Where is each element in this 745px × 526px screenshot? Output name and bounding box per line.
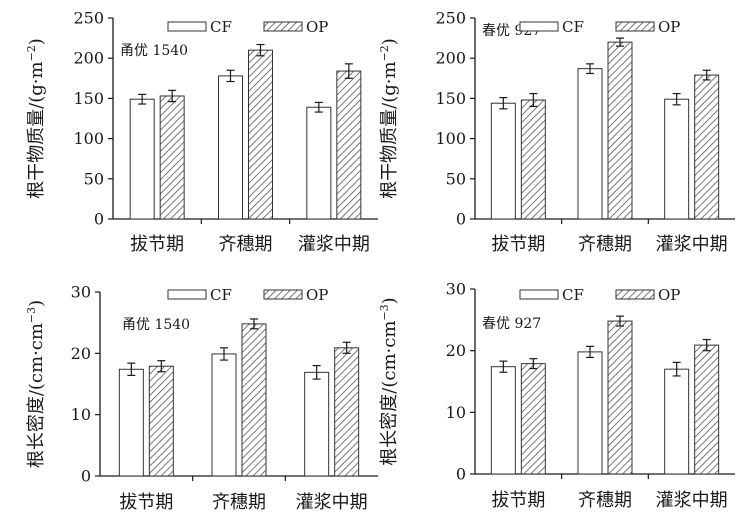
bar-cf [306, 106, 332, 220]
bar-op [148, 365, 174, 477]
x-category-label: 拔节期 [130, 234, 184, 255]
y-tick-label: 200 [435, 49, 466, 68]
legend-label-op: OP [658, 286, 680, 304]
y-tick-label: 250 [73, 9, 104, 28]
legend-label-cf: CF [210, 18, 232, 36]
x-category-label: 灌浆中期 [296, 492, 368, 513]
bar-op [607, 320, 633, 475]
x-category-label: 拔节期 [119, 492, 173, 513]
bar-cf [664, 98, 690, 220]
legend-label-op: OP [658, 18, 680, 36]
legend-swatch-cf [167, 289, 207, 300]
y-tick-label: 0 [456, 465, 466, 484]
x-category-label: 灌浆中期 [656, 490, 728, 511]
y-axis-label: 根干物质量/(g·m−2) [378, 38, 400, 199]
legend-label-cf: CF [210, 286, 232, 304]
y-tick-label: 20 [446, 341, 466, 360]
y-tick-label: 50 [446, 169, 466, 188]
y-tick-label: 0 [456, 210, 466, 229]
legend-label-op: OP [306, 286, 328, 304]
bar-op [520, 363, 546, 475]
x-category-label: 齐穗期 [578, 490, 632, 511]
bar-cf [664, 368, 690, 475]
bar-op [694, 74, 720, 220]
x-category-label: 齐穗期 [578, 234, 632, 255]
y-tick-label: 10 [446, 403, 466, 422]
y-tick-label: 20 [71, 344, 91, 363]
bar-op [248, 49, 273, 220]
bar-cf [118, 368, 144, 477]
bar-cf [490, 366, 516, 475]
bar-op [336, 70, 362, 220]
legend-label-cf: CF [562, 18, 584, 36]
x-category-label: 灌浆中期 [656, 234, 728, 255]
y-tick-label: 100 [73, 129, 104, 148]
legend-swatch-op [615, 289, 655, 300]
legend-swatch-op [263, 289, 303, 300]
legend-swatch-op [615, 21, 655, 32]
cultivar-annotation: 春优 927 [482, 316, 541, 332]
y-tick-label: 100 [435, 129, 466, 148]
y-axis-label: 根长密度/(cm·cm−3) [378, 297, 400, 465]
y-tick-label: 150 [73, 89, 104, 108]
legend-swatch-cf [519, 289, 559, 300]
chart-panel-1: 0 50 100 150 200 250 拔节期 齐穗期 灌浆中期 根干物质量/(g·m−2) 甬优… [25, 9, 378, 255]
legend-swatch-cf [519, 21, 559, 32]
y-tick-label: 0 [81, 467, 91, 486]
y-tick-label: 0 [94, 210, 104, 229]
bar-cf [304, 371, 330, 477]
x-category-label: 拔节期 [491, 234, 545, 255]
y-axis-label: 根干物质量/(g·m−2) [25, 38, 47, 199]
y-tick-label: 30 [71, 283, 91, 302]
y-tick-label: 150 [435, 89, 466, 108]
x-category-label: 齐穗期 [219, 234, 273, 255]
legend-swatch-op [263, 21, 303, 32]
legend-label-op: OP [306, 18, 328, 36]
bar-op [241, 323, 267, 477]
x-category-label: 齐穗期 [212, 492, 266, 513]
chart-panel-3: 0 10 20 30 拔节期 齐穗期 灌浆中期 根长密度/(cm·cm−3) 甬优 1540 CF… [25, 283, 378, 513]
y-tick-label: 50 [84, 169, 104, 188]
x-category-label: 灌浆中期 [298, 234, 370, 255]
legend-swatch-cf [167, 21, 207, 32]
bar-cf [577, 351, 603, 475]
y-tick-label: 10 [71, 405, 91, 424]
bar-cf [577, 68, 603, 220]
bar-cf [490, 102, 516, 220]
y-tick-label: 200 [73, 49, 104, 68]
y-tick-label: 30 [446, 280, 466, 299]
cultivar-annotation: 甬优 1540 [122, 317, 190, 333]
bar-op [694, 344, 720, 475]
y-axis-label: 根长密度/(cm·cm−3) [25, 300, 47, 468]
bar-cf [218, 75, 243, 220]
bar-op [520, 99, 546, 220]
bar-op [159, 95, 185, 220]
bar-cf [129, 98, 155, 220]
x-category-label: 拔节期 [491, 490, 545, 511]
bar-op [334, 347, 360, 477]
cultivar-annotation: 甬优 1540 [120, 43, 188, 59]
y-tick-label: 250 [435, 9, 466, 28]
chart-panel-4: 0 10 20 30 拔节期 齐穗期 灌浆中期 根长密度/(cm·cm−3) 春优 927 CF O… [378, 280, 735, 511]
bar-cf [211, 353, 237, 477]
legend-label-cf: CF [562, 286, 584, 304]
bar-op [607, 41, 633, 220]
